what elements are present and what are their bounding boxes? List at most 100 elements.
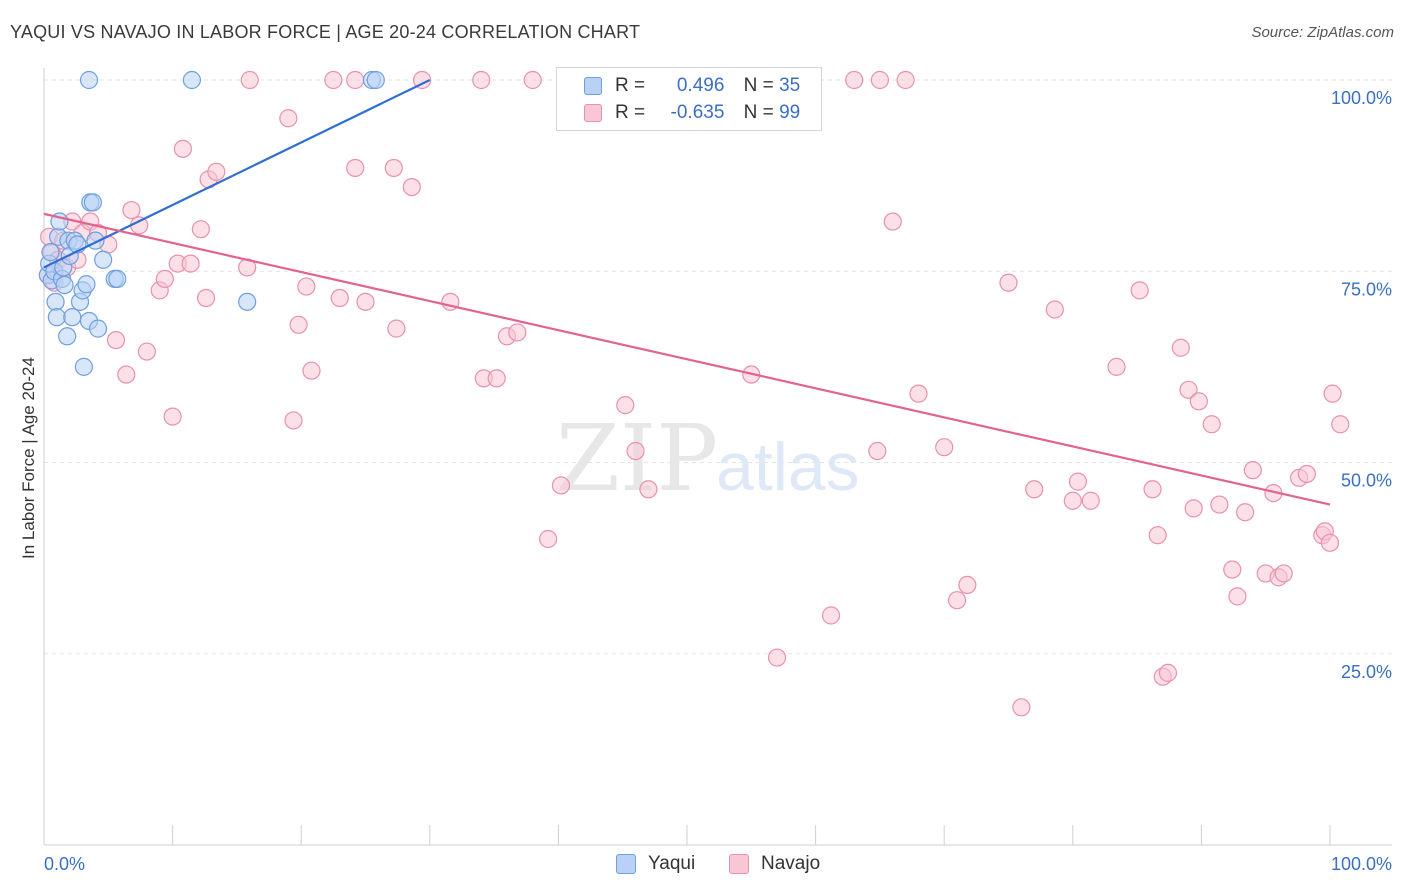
navajo-point (958, 575, 977, 595)
legend-swatch-navajo (584, 104, 602, 122)
navajo-point (487, 369, 506, 388)
yaqui-point (46, 292, 65, 311)
navajo-point (1143, 480, 1162, 499)
legend-r-label: R = (615, 102, 646, 123)
navajo-point (999, 273, 1018, 292)
legend-n-value: 35 (779, 75, 801, 96)
navajo-point (1210, 495, 1229, 514)
yaqui-point (366, 70, 385, 90)
yaqui-point (94, 250, 113, 269)
legend-n-label: N = (743, 75, 774, 96)
navajo-point (196, 288, 216, 308)
navajo-point (508, 323, 527, 342)
navajo-point (1297, 464, 1316, 484)
navajo-series (38, 70, 1350, 717)
legend-swatch-yaqui (584, 77, 602, 95)
y-tick-label: 75.0% (1341, 279, 1392, 299)
navajo-point (896, 70, 915, 90)
navajo-point (472, 70, 491, 90)
navajo-point (1184, 499, 1203, 518)
navajo-point (173, 139, 192, 158)
trend-layer (43, 79, 1331, 506)
navajo-point (163, 407, 182, 426)
navajo-point (539, 529, 558, 549)
navajo-point (821, 606, 841, 625)
yaqui-point (108, 269, 127, 288)
navajo-point (155, 269, 174, 288)
navajo-point (767, 648, 787, 667)
navajo-point (1148, 526, 1167, 545)
grid-layer (44, 79, 1392, 655)
navajo-point (616, 396, 635, 415)
yaqui-point (47, 308, 66, 327)
navajo-point (1236, 503, 1255, 522)
zipatlas-watermark: ZIP atlas (556, 405, 860, 512)
yaqui-point (182, 70, 201, 90)
yaqui-point (77, 275, 96, 294)
navajo-point (330, 288, 349, 308)
navajo-point (1063, 491, 1082, 510)
yaqui-series (38, 70, 385, 376)
legend-n-label: N = (743, 102, 774, 123)
legend-r-value: 0.496 (676, 75, 725, 96)
navajo-point (346, 158, 365, 178)
navajo-point (240, 70, 259, 90)
navajo-point (302, 361, 321, 380)
navajo-point (122, 200, 141, 220)
navajo-point (1320, 533, 1340, 552)
navajo-point (1158, 663, 1178, 682)
legend-n-value: 99 (779, 102, 801, 123)
navajo-point (384, 158, 403, 178)
legend-r-label: R = (615, 75, 646, 96)
stats-legend: R = 0.496 N = 35 R = -0.635 N = 99 (556, 67, 822, 131)
navajo-point (191, 220, 210, 239)
chart-source: Source: ZipAtlas.com (1251, 24, 1394, 41)
chart-title: YAQUI VS NAVAJO IN LABOR FORCE | AGE 20-… (10, 22, 641, 42)
navajo-point (356, 292, 375, 311)
navajo-point (1107, 357, 1126, 376)
navajo-point (1179, 380, 1198, 399)
navajo-point (1228, 587, 1247, 606)
legend-label-yaqui: Yaqui (648, 853, 696, 874)
navajo-point (207, 162, 226, 181)
navajo-point (1045, 300, 1064, 319)
navajo-point (1274, 564, 1293, 583)
yaqui-point (58, 327, 77, 346)
navajo-point (1323, 384, 1342, 403)
navajo-point (137, 342, 156, 361)
navajo-point (297, 277, 316, 296)
legend-swatch-yaqui (616, 854, 636, 874)
navajo-point (1223, 560, 1242, 579)
navajo-point (626, 441, 645, 461)
yaqui-point (41, 243, 60, 262)
navajo-point (117, 365, 136, 384)
yaqui-point (63, 308, 82, 327)
navajo-point (1130, 281, 1149, 300)
navajo-point (402, 178, 421, 197)
y-tick-label: 100.0% (1331, 88, 1392, 108)
navajo-point (909, 384, 928, 403)
legend-row-yaqui: R = 0.496 N = 35 (615, 73, 800, 99)
navajo-point (289, 315, 308, 334)
navajo-point (284, 411, 303, 430)
yaqui-point (88, 319, 108, 338)
y-tick-label: 50.0% (1341, 471, 1392, 491)
yaqui-point (83, 193, 102, 212)
navajo-point (870, 70, 890, 90)
legend-r-value: -0.635 (670, 102, 725, 123)
navajo-point (1243, 461, 1262, 480)
navajo-point (1189, 392, 1208, 411)
navajo-point (106, 331, 126, 350)
tick-label-layer: 25.0% 50.0% 75.0% 100.0% 0.0% 100.0% (44, 88, 1392, 874)
navajo-point (1081, 491, 1100, 510)
legend-item-navajo: Navajo (729, 852, 820, 876)
yaqui-point (238, 292, 257, 311)
navajo-point (551, 476, 571, 495)
navajo-point (1171, 338, 1190, 357)
navajo-point (387, 319, 406, 338)
navajo-point (1025, 480, 1044, 499)
yaqui-point (79, 70, 99, 90)
navajo-point (883, 212, 902, 231)
